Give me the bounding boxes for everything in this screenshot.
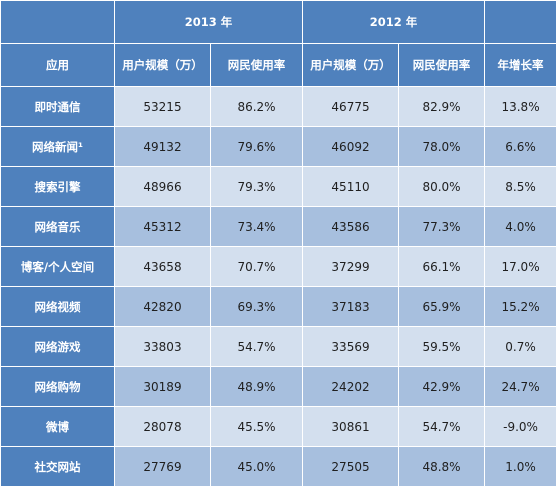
app-name-cell: 网络音乐 <box>0 206 115 247</box>
users-2013-cell: 28078 <box>114 406 211 447</box>
rate-2013-cell: 54.7% <box>209 326 304 367</box>
users-2012-cell: 24202 <box>302 366 400 407</box>
col-users-2013-header: 用户规模（万） <box>114 43 211 87</box>
growth-cell: 1.0% <box>484 446 558 487</box>
table-row: 网络购物 30189 48.9% 24202 42.9% 24.7% <box>0 366 558 407</box>
table-row: 网络视频 42820 69.3% 37183 65.9% 15.2% <box>0 286 558 327</box>
app-name-cell: 网络购物 <box>0 366 115 407</box>
growth-cell: 13.8% <box>484 86 558 127</box>
rate-2013-cell: 79.6% <box>209 126 304 167</box>
rate-2013-cell: 70.7% <box>209 246 304 287</box>
rate-2012-cell: 59.5% <box>398 326 486 367</box>
users-2012-cell: 46775 <box>302 86 400 127</box>
users-2013-cell: 53215 <box>114 86 211 127</box>
table-row: 博客/个人空间 43658 70.7% 37299 66.1% 17.0% <box>0 246 558 287</box>
table-row: 即时通信 53215 86.2% 46775 82.9% 13.8% <box>0 86 558 127</box>
rate-2013-cell: 45.0% <box>209 446 304 487</box>
growth-cell: 15.2% <box>484 286 558 327</box>
rate-2012-cell: 77.3% <box>398 206 486 247</box>
growth-cell: 8.5% <box>484 166 558 207</box>
app-name-cell: 网络新闻¹ <box>0 126 115 167</box>
users-2013-cell: 27769 <box>114 446 211 487</box>
users-2012-cell: 33569 <box>302 326 400 367</box>
col-users-2012-header: 用户规模（万） <box>302 43 400 87</box>
table-row: 微博 28078 45.5% 30861 54.7% -9.0% <box>0 406 558 447</box>
rate-2013-cell: 48.9% <box>209 366 304 407</box>
table-row: 搜索引擎 48966 79.3% 45110 80.0% 8.5% <box>0 166 558 207</box>
column-header-row: 应用 用户规模（万） 网民使用率 用户规模（万） 网民使用率 年增长率 <box>0 43 558 87</box>
app-name-cell: 网络游戏 <box>0 326 115 367</box>
users-2012-cell: 30861 <box>302 406 400 447</box>
growth-cell: 4.0% <box>484 206 558 247</box>
year-2012-header: 2012 年 <box>302 0 486 44</box>
users-2013-cell: 49132 <box>114 126 211 167</box>
year-2013-header: 2013 年 <box>113 0 304 44</box>
users-2013-cell: 43658 <box>114 246 211 287</box>
col-app-header: 应用 <box>0 43 115 87</box>
col-growth-header: 年增长率 <box>484 43 558 87</box>
rate-2012-cell: 82.9% <box>398 86 486 127</box>
rate-2013-cell: 73.4% <box>209 206 304 247</box>
growth-cell: 0.7% <box>484 326 558 367</box>
col-rate-2013-header: 网民使用率 <box>209 43 304 87</box>
users-2013-cell: 33803 <box>114 326 211 367</box>
users-2013-cell: 30189 <box>114 366 211 407</box>
rate-2012-cell: 80.0% <box>398 166 486 207</box>
app-name-cell: 搜索引擎 <box>0 166 115 207</box>
table-row: 网络游戏 33803 54.7% 33569 59.5% 0.7% <box>0 326 558 367</box>
growth-cell: 24.7% <box>484 366 558 407</box>
table-row: 社交网站 27769 45.0% 27505 48.8% 1.0% <box>0 446 558 487</box>
users-2012-cell: 27505 <box>302 446 400 487</box>
col-rate-2012-header: 网民使用率 <box>398 43 486 87</box>
table-row: 网络音乐 45312 73.4% 43586 77.3% 4.0% <box>0 206 558 247</box>
users-2013-cell: 45312 <box>114 206 211 247</box>
rate-2012-cell: 48.8% <box>398 446 486 487</box>
corner-cell <box>0 0 115 44</box>
users-2012-cell: 43586 <box>302 206 400 247</box>
users-2013-cell: 48966 <box>114 166 211 207</box>
rate-2013-cell: 69.3% <box>209 286 304 327</box>
growth-year-spacer <box>484 0 558 44</box>
growth-cell: -9.0% <box>484 406 558 447</box>
users-2012-cell: 46092 <box>302 126 400 167</box>
app-name-cell: 博客/个人空间 <box>0 246 115 287</box>
app-name-cell: 即时通信 <box>0 86 115 127</box>
users-2013-cell: 42820 <box>114 286 211 327</box>
users-2012-cell: 37299 <box>302 246 400 287</box>
rate-2012-cell: 65.9% <box>398 286 486 327</box>
app-name-cell: 微博 <box>0 406 115 447</box>
rate-2012-cell: 42.9% <box>398 366 486 407</box>
growth-cell: 17.0% <box>484 246 558 287</box>
app-name-cell: 网络视频 <box>0 286 115 327</box>
users-2012-cell: 37183 <box>302 286 400 327</box>
rate-2012-cell: 66.1% <box>398 246 486 287</box>
growth-cell: 6.6% <box>484 126 558 167</box>
app-name-cell: 社交网站 <box>0 446 115 487</box>
rate-2013-cell: 86.2% <box>209 86 304 127</box>
rate-2013-cell: 45.5% <box>209 406 304 447</box>
users-2012-cell: 45110 <box>302 166 400 207</box>
year-header-row: 2013 年 2012 年 <box>0 0 558 44</box>
rate-2013-cell: 79.3% <box>209 166 304 207</box>
table-row: 网络新闻¹ 49132 79.6% 46092 78.0% 6.6% <box>0 126 558 167</box>
rate-2012-cell: 54.7% <box>398 406 486 447</box>
rate-2012-cell: 78.0% <box>398 126 486 167</box>
